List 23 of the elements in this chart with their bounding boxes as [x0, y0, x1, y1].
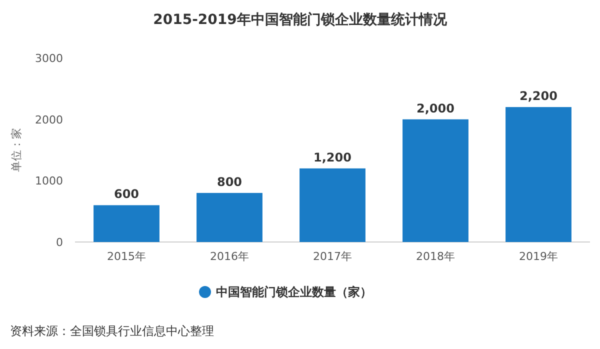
bar	[506, 107, 572, 242]
legend-label: 中国智能门锁企业数量（家）	[216, 285, 372, 299]
bar	[402, 119, 468, 242]
text: 800	[216, 174, 242, 189]
text: 资料来源：全国锁具行业信息中心整理	[10, 324, 214, 338]
bar	[300, 168, 366, 242]
text: 600	[114, 187, 140, 202]
y-axis-title: 单位：家	[10, 128, 23, 172]
bar	[196, 192, 262, 242]
y-tick-label: 0	[56, 236, 63, 249]
y-tick-label: 3000	[35, 52, 63, 65]
y-tick-label: 2000	[35, 113, 63, 126]
y-tick-label: 1000	[35, 174, 63, 188]
x-tick-label: 2019年	[519, 250, 558, 263]
x-tick-label: 2015年	[107, 250, 146, 263]
x-tick-label: 2017年	[313, 250, 352, 263]
chart-title: 2015-2019年中国智能门锁企业数量统计情况	[153, 11, 448, 28]
x-tick-label: 2018年	[416, 250, 455, 263]
text: 1,200	[314, 150, 352, 164]
x-tick-label: 2016年	[210, 250, 249, 263]
text: 2,000	[416, 101, 454, 116]
text: 2,200	[520, 89, 558, 104]
bar	[94, 205, 160, 242]
